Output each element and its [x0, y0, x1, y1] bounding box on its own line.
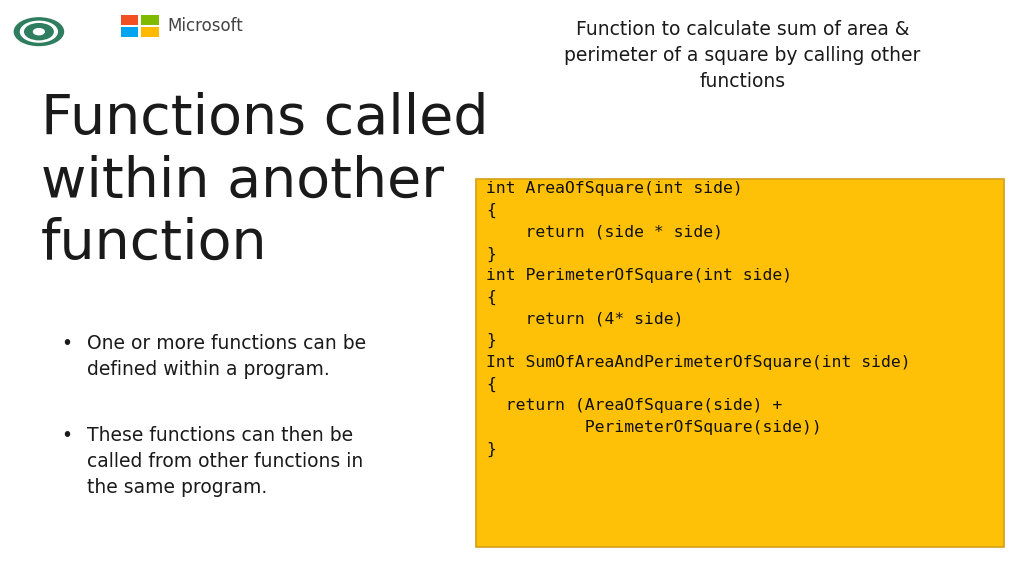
Text: One or more functions can be
defined within a program.: One or more functions can be defined wit…: [87, 334, 367, 379]
Text: These functions can then be
called from other functions in
the same program.: These functions can then be called from …: [87, 426, 364, 497]
Text: •: •: [61, 426, 73, 445]
Text: •: •: [61, 334, 73, 353]
Text: Functions called
within another
function: Functions called within another function: [41, 92, 488, 271]
FancyBboxPatch shape: [121, 27, 138, 37]
FancyBboxPatch shape: [141, 27, 159, 37]
FancyBboxPatch shape: [141, 16, 159, 25]
Circle shape: [14, 18, 63, 46]
FancyBboxPatch shape: [476, 179, 1004, 547]
Text: int AreaOfSquare(int side)
{
    return (side * side)
}
int PerimeterOfSquare(in: int AreaOfSquare(int side) { return (sid…: [486, 181, 911, 457]
FancyBboxPatch shape: [121, 16, 138, 25]
Text: Microsoft: Microsoft: [167, 17, 243, 35]
Circle shape: [25, 24, 53, 40]
Circle shape: [34, 29, 44, 35]
Text: Function to calculate sum of area &
perimeter of a square by calling other
funct: Function to calculate sum of area & peri…: [564, 20, 921, 90]
Circle shape: [20, 21, 57, 42]
